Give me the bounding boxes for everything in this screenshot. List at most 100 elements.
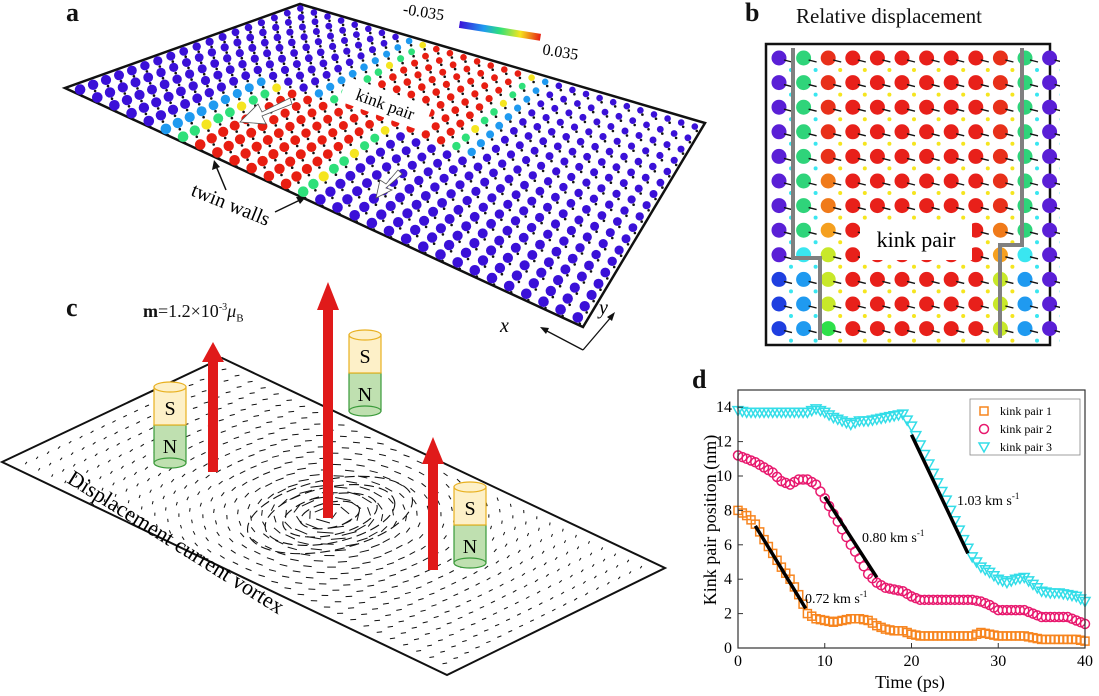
atom-small	[862, 264, 867, 269]
atom-small	[887, 289, 892, 294]
atom	[238, 59, 247, 69]
atom	[311, 77, 320, 86]
data-point	[1018, 572, 1031, 585]
displacement-arrow-icon	[833, 280, 842, 285]
atom	[311, 18, 319, 26]
moment-exponent: -3	[218, 302, 228, 313]
current-arrow-icon	[438, 575, 444, 579]
displacement-arrow-icon	[611, 236, 614, 240]
displacement-arrow-icon	[633, 231, 637, 235]
displacement-arrow-icon	[396, 39, 399, 43]
displacement-arrow-icon	[906, 133, 916, 137]
atom-small	[862, 338, 867, 343]
atom	[605, 200, 614, 209]
displacement-arrow-icon	[536, 93, 540, 97]
atom-small	[961, 92, 966, 97]
current-arrow-icon	[334, 549, 346, 552]
current-arrow-icon	[287, 483, 298, 488]
atom-small	[961, 141, 966, 146]
atom-small	[862, 166, 867, 171]
displacement-arrow-icon	[513, 98, 517, 101]
current-arrow-icon	[403, 643, 409, 646]
displacement-arrow-icon	[328, 123, 332, 126]
atom	[246, 127, 257, 138]
atom	[919, 321, 935, 337]
atom	[432, 88, 441, 96]
atom	[771, 321, 787, 337]
displacement-arrow-icon	[485, 124, 488, 127]
atom	[327, 32, 334, 40]
current-arrow-icon	[290, 422, 297, 424]
atom	[1042, 321, 1058, 337]
atom	[471, 186, 481, 196]
current-arrow-icon	[448, 495, 452, 500]
colorbar: -0.035 0.035	[402, 1, 580, 64]
current-arrow-icon	[218, 543, 223, 548]
atom	[433, 45, 440, 53]
atom	[992, 222, 1008, 238]
atom	[495, 86, 503, 94]
displacement-arrow-icon	[561, 314, 564, 318]
current-arrow-icon	[394, 532, 401, 538]
atom	[771, 222, 787, 238]
atom	[167, 104, 179, 115]
atom	[314, 38, 322, 46]
atom	[605, 147, 614, 156]
atom	[436, 101, 445, 109]
atom	[919, 271, 935, 287]
displacement-arrow-icon	[235, 130, 238, 133]
displacement-arrow-icon	[603, 139, 607, 143]
displacement-arrow-icon	[467, 205, 471, 208]
displacement-arrow-icon	[475, 275, 479, 278]
displacement-arrow-icon	[429, 70, 432, 74]
displacement-arrow-icon	[436, 95, 440, 99]
current-arrow-icon	[462, 576, 467, 580]
atom	[297, 186, 309, 197]
atom-small	[985, 92, 990, 97]
current-arrow-icon	[285, 534, 296, 540]
displacement-arrow-icon	[490, 138, 494, 141]
bar-magnet-icon: SN	[348, 329, 382, 417]
displacement-arrow-icon	[599, 288, 602, 292]
displacement-arrow-icon	[579, 224, 583, 227]
displacement-arrow-icon	[573, 155, 576, 158]
atom	[968, 321, 984, 337]
displacement-arrow-icon	[148, 82, 152, 85]
current-arrow-icon	[543, 562, 547, 566]
displacement-arrow-icon	[906, 206, 916, 211]
displacement-arrow-icon	[540, 221, 543, 225]
atom	[176, 86, 186, 97]
displacement-arrow-icon	[783, 256, 793, 260]
atom	[545, 285, 556, 297]
displacement-arrow-icon	[371, 164, 374, 168]
current-arrow-icon	[386, 562, 395, 566]
atom	[621, 127, 629, 135]
data-point	[814, 405, 827, 418]
atom	[621, 234, 631, 244]
atom	[498, 159, 507, 168]
displacement-arrow-icon	[365, 114, 369, 118]
displacement-arrow-icon	[355, 27, 359, 31]
displacement-arrow-icon	[595, 150, 599, 153]
displacement-arrow-icon	[1054, 157, 1060, 161]
atom	[542, 114, 550, 122]
current-arrow-icon	[437, 639, 443, 642]
current-arrow-icon	[239, 532, 245, 538]
displacement-arrow-icon	[499, 93, 503, 97]
displacement-arrow-icon	[1005, 305, 1014, 309]
atom-small	[961, 68, 966, 72]
current-arrow-icon	[395, 544, 403, 549]
displacement-arrow-icon	[347, 54, 351, 58]
atom	[341, 37, 348, 44]
atom	[968, 50, 984, 66]
atom	[575, 162, 584, 171]
displacement-arrow-icon	[674, 136, 678, 140]
atom	[1042, 296, 1058, 312]
atom	[664, 115, 671, 122]
atom	[968, 247, 984, 263]
atom-small	[961, 117, 966, 122]
displacement-arrow-icon	[571, 207, 575, 210]
atom	[619, 179, 628, 188]
displacement-arrow-icon	[214, 109, 217, 113]
atom	[569, 86, 576, 94]
